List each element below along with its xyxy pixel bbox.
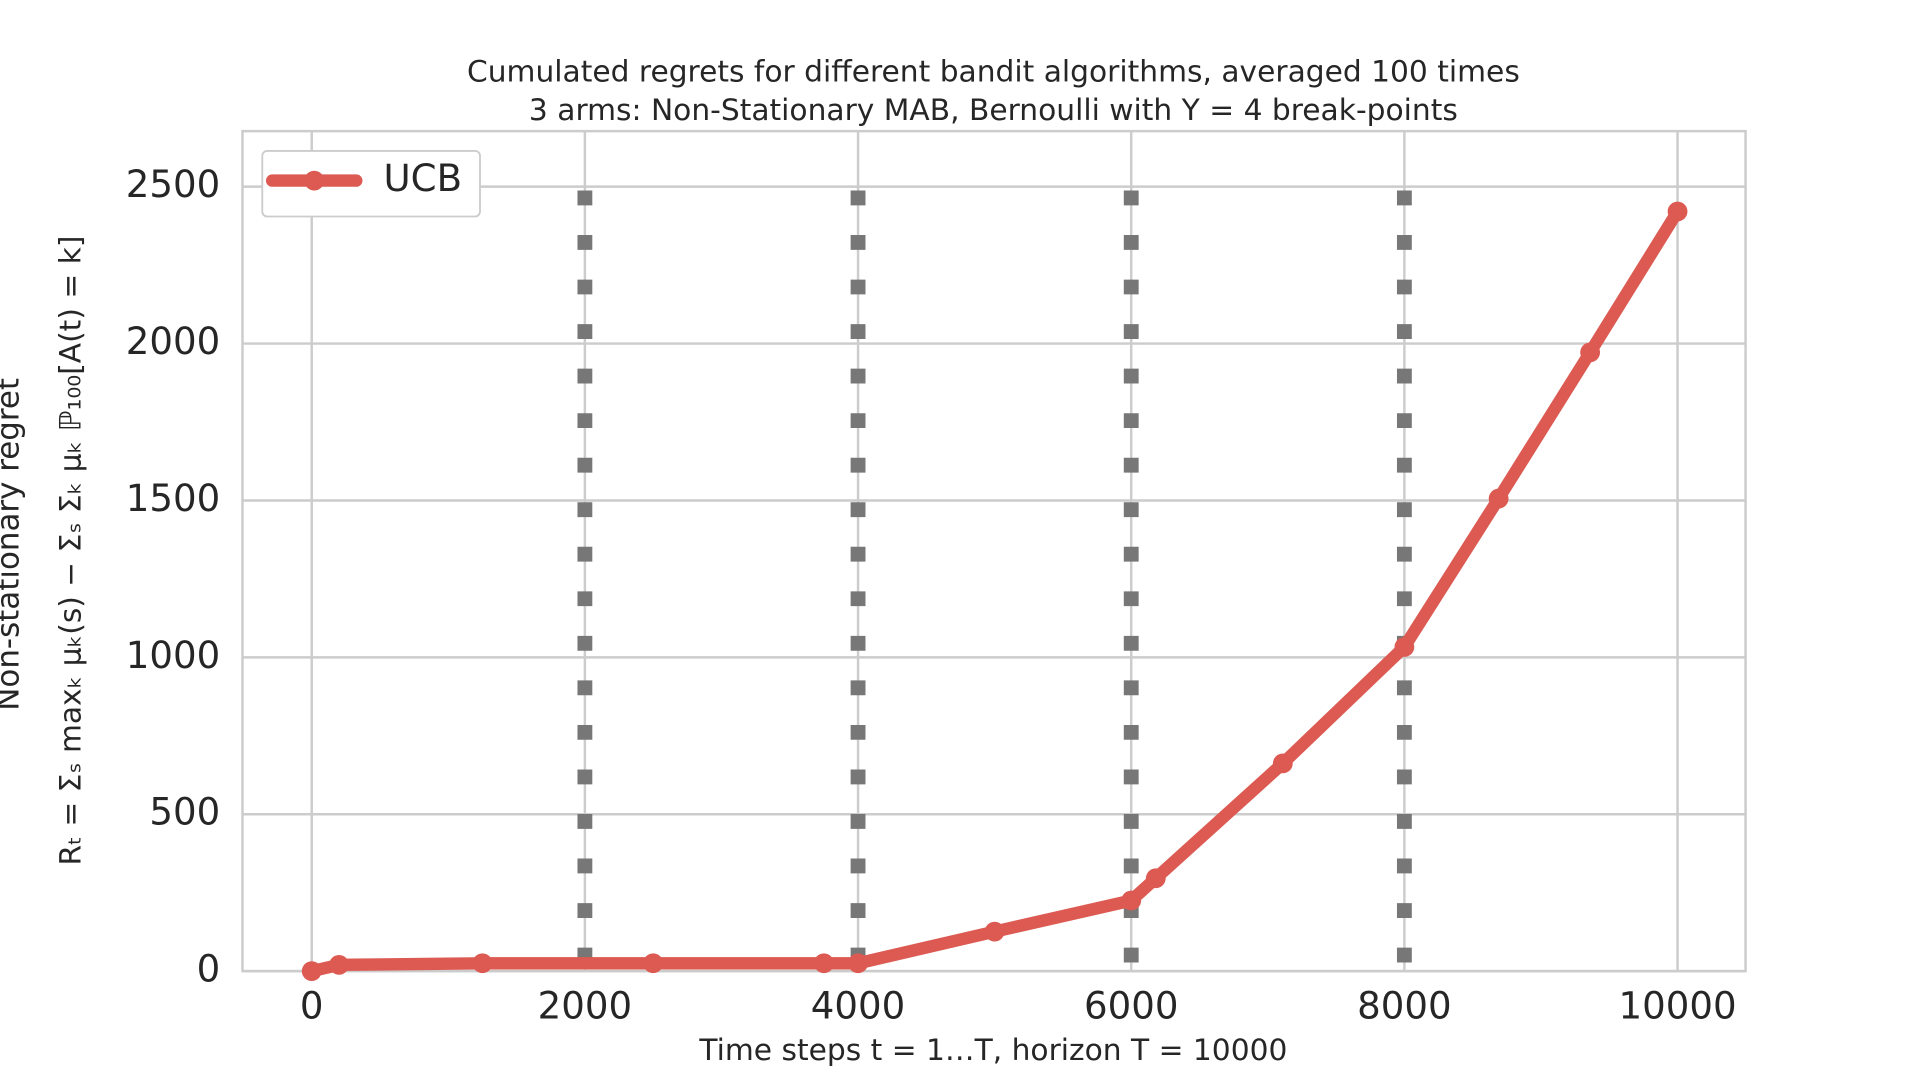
data-line [305,205,1684,978]
data-point [814,953,834,974]
data-point [848,953,868,974]
y-tick-label: 0 [197,948,221,991]
data-point [1145,868,1166,889]
data-point [1272,753,1293,774]
plot-frame [241,129,1747,973]
chart-subtitle: 3 arms: Non-Stationary MAB, Bernoulli wi… [529,93,1458,128]
legend-label: UCB [384,157,463,200]
x-tick-label: 10000 [1619,985,1737,1028]
data-point [1121,890,1142,911]
data-point [472,953,493,974]
grid [242,131,1746,973]
data-point [329,954,349,975]
data-point [643,953,664,974]
legend [261,150,481,218]
data-point [1394,637,1415,657]
data-point [1667,201,1688,222]
y-tick-label: 500 [149,791,220,834]
data-point [301,961,322,982]
legend-box [261,150,481,218]
y-axis-label: Non-stationary regret [0,378,26,711]
chart-title: Cumulated regrets for different bandit a… [467,54,1520,89]
data-point [984,921,1005,942]
data-point [1580,342,1601,363]
y-tick-label: 2500 [126,163,220,206]
x-tick-label: 2000 [538,985,632,1028]
y-tick-label: 1500 [126,477,220,520]
y-axis-formula: Rₜ = Σₛ maxₖ μₖ(s) − Σₛ Σₖ μₖ ℙ₁₀₀[A(t) … [53,236,88,866]
data-point [1488,488,1509,509]
x-tick-label: 4000 [811,985,905,1028]
x-tick-label: 0 [300,985,324,1028]
legend-marker [304,170,325,191]
x-axis-label: Time steps t = 1…T, horizon T = 10000 [698,1033,1287,1068]
y-tick-label: 2000 [126,320,220,363]
y-tick-label: 1000 [126,634,220,677]
x-tick-label: 8000 [1357,985,1451,1028]
x-tick-label: 6000 [1084,985,1178,1028]
